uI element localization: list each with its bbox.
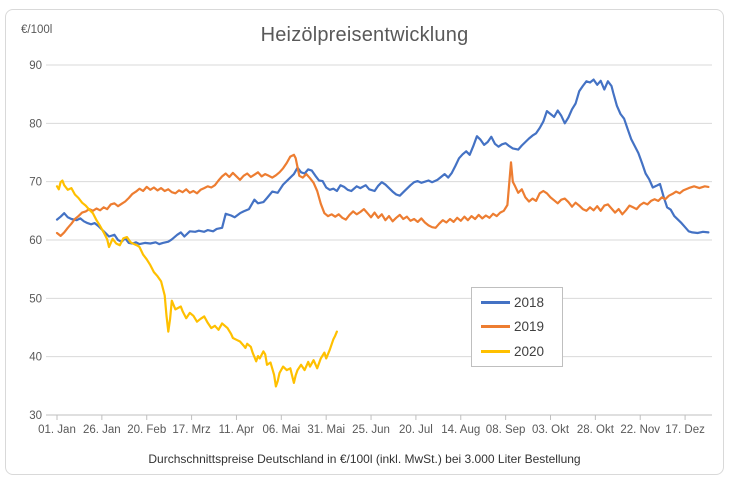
- legend-item-2018: 2018: [481, 295, 562, 310]
- x-tick-label: 22. Nov: [620, 424, 660, 436]
- x-tick-label: 25. Jun: [352, 424, 390, 436]
- x-tick-label: 08. Sep: [486, 424, 526, 436]
- x-tick-label: 17. Mrz: [172, 424, 211, 436]
- y-tick-label-30: 30: [29, 410, 42, 422]
- legend: 2018 2019 2020: [471, 287, 563, 367]
- x-tick-label: 06. Mai: [262, 424, 300, 436]
- legend-label-2019: 2019: [514, 319, 545, 335]
- x-tick-label: 01. Jan: [38, 424, 76, 436]
- x-tick-label: 11. Apr: [219, 424, 255, 436]
- series-line-2018: [55, 78, 710, 246]
- x-tick-label: 03. Okt: [532, 424, 570, 436]
- x-tick-label: 17. Dez: [665, 424, 705, 436]
- x-tick-label: 28. Okt: [577, 424, 615, 436]
- y-tick-label-80: 80: [29, 118, 42, 130]
- y-tick-label-40: 40: [29, 352, 42, 364]
- x-tick-label: 31. Mai: [307, 424, 345, 436]
- y-tick-label-90: 90: [29, 60, 42, 72]
- legend-swatch-2019: [481, 325, 510, 329]
- legend-swatch-2018: [481, 300, 510, 304]
- y-tick-label-70: 70: [29, 177, 42, 189]
- y-tick-label-60: 60: [29, 235, 42, 247]
- chart-title: Heizölpreisentwicklung: [260, 24, 469, 46]
- x-tick-label: 20. Feb: [127, 424, 166, 436]
- series-line-2019: [55, 153, 710, 237]
- x-tick-label: 26. Jan: [83, 424, 121, 436]
- legend-label-2018: 2018: [514, 294, 545, 310]
- x-tick-label: 14. Aug: [441, 424, 480, 436]
- series-line-2020: [55, 179, 338, 388]
- y-axis-unit-label: €/100l: [21, 24, 53, 36]
- legend-label-2020: 2020: [514, 344, 545, 360]
- legend-item-2020: 2020: [481, 344, 562, 359]
- legend-item-2019: 2019: [481, 319, 562, 334]
- y-tick-label-50: 50: [29, 293, 42, 305]
- chart-caption: Durchschnittspreise Deutschland in €/100…: [148, 452, 581, 466]
- legend-swatch-2020: [481, 350, 510, 354]
- x-tick-label: 20. Jul: [399, 424, 433, 436]
